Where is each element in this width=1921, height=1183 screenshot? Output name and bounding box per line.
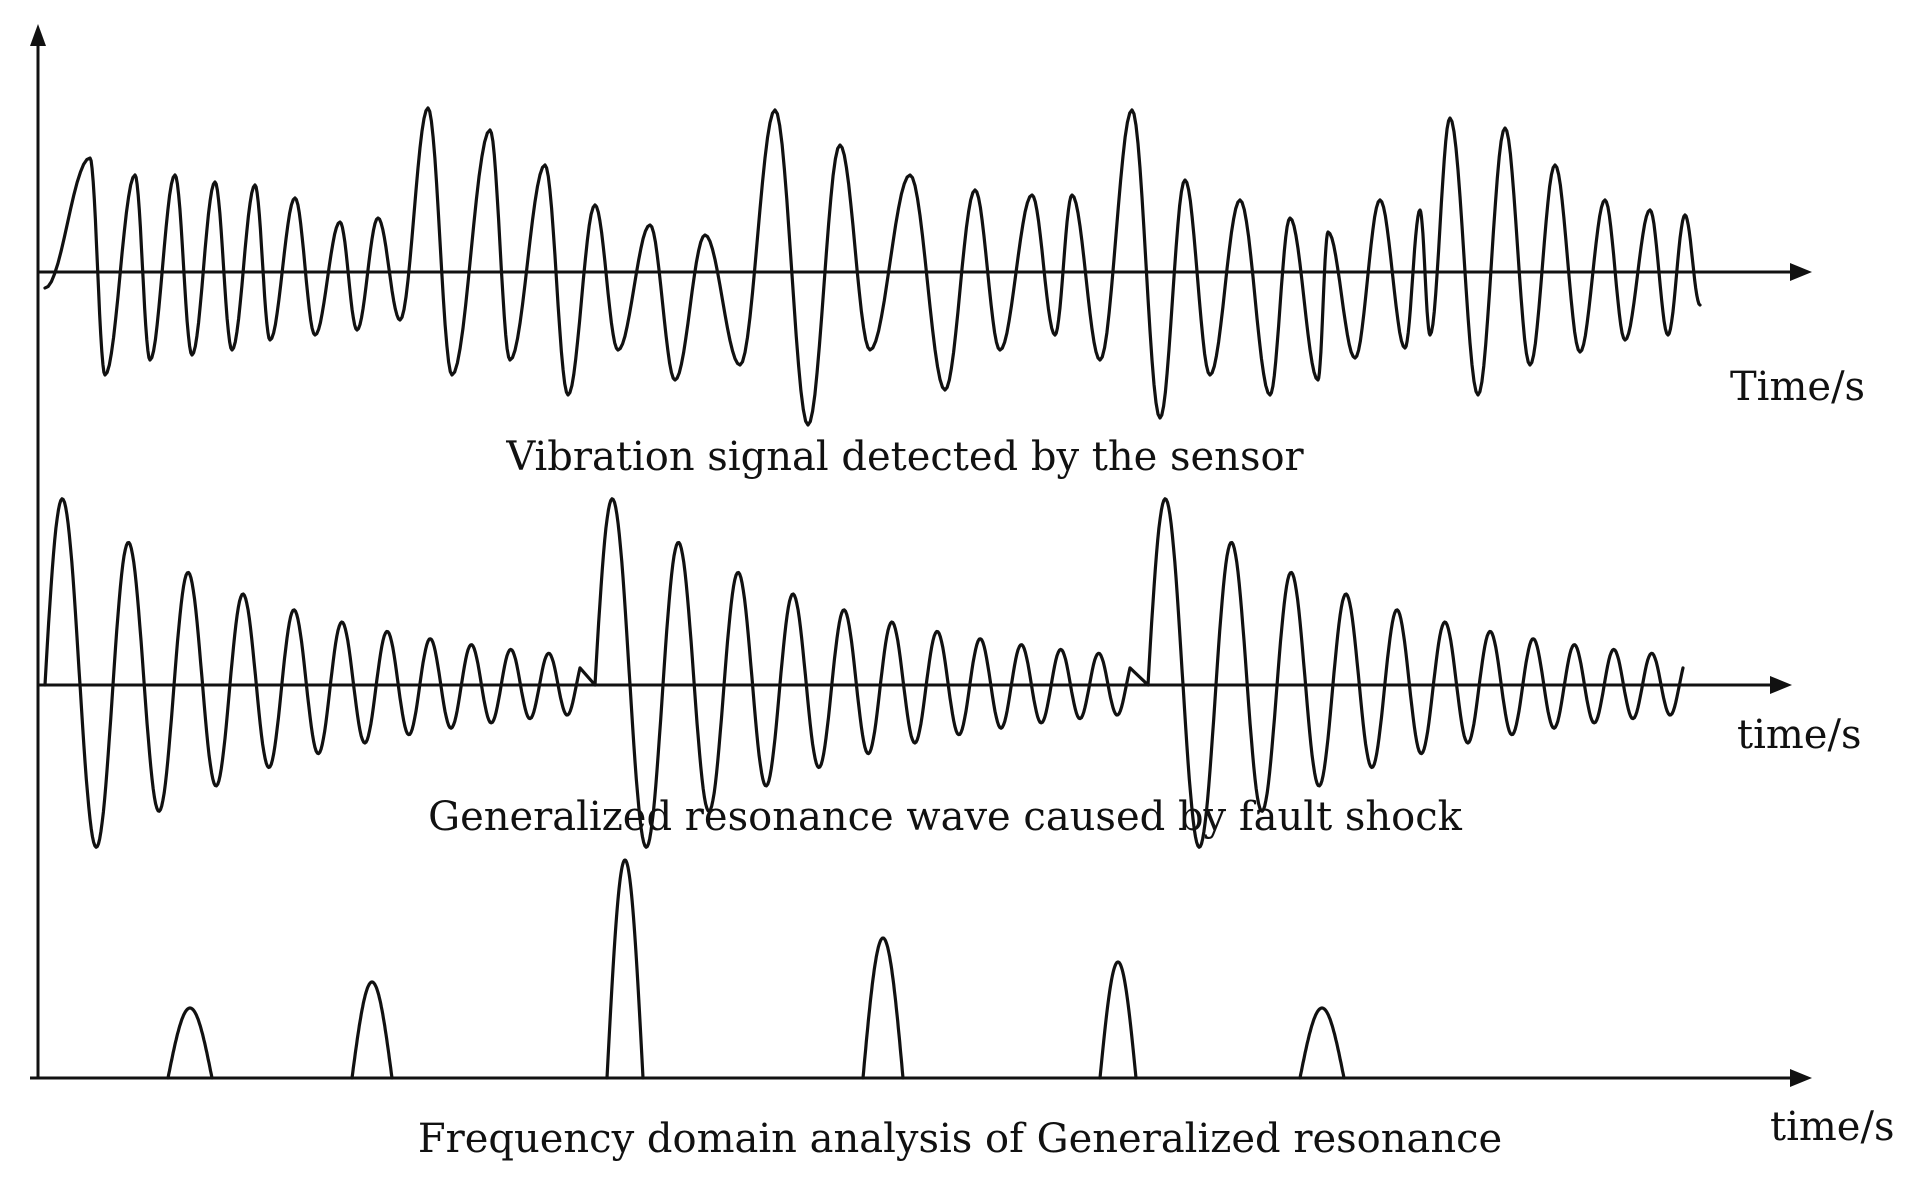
vibration-axis-arrow	[1790, 263, 1812, 281]
vibration-panel: Time/s Vibration signal detected by the …	[38, 106, 1865, 480]
resonance-caption: Generalized resonance wave caused by fau…	[428, 794, 1463, 840]
vibration-caption: Vibration signal detected by the sensor	[505, 434, 1304, 480]
vertical-axis-arrow	[30, 24, 46, 46]
spectrum-peak	[1298, 1006, 1346, 1080]
spectrum-peaks	[166, 858, 1346, 1080]
resonance-axis-arrow	[1770, 676, 1792, 694]
spectrum-peak	[1098, 960, 1138, 1080]
spectrum-peak	[350, 980, 394, 1080]
spectrum-panel: time/s Frequency domain analysis of Gene…	[30, 858, 1894, 1162]
spectrum-caption: Frequency domain analysis of Generalized…	[418, 1116, 1502, 1162]
resonance-panel: time/s Generalized resonance wave caused…	[38, 497, 1861, 849]
spectrum-peak	[605, 858, 645, 1080]
resonance-waveform	[43, 497, 1685, 849]
spectrum-peak	[166, 1006, 214, 1080]
vibration-signal-waveform	[43, 106, 1702, 427]
resonance-axis-label: time/s	[1737, 712, 1861, 758]
vibration-axis-label: Time/s	[1730, 364, 1865, 410]
spectrum-axis-arrow	[1790, 1069, 1812, 1087]
spectrum-peak	[861, 936, 905, 1080]
spectrum-axis-label: time/s	[1770, 1104, 1894, 1150]
